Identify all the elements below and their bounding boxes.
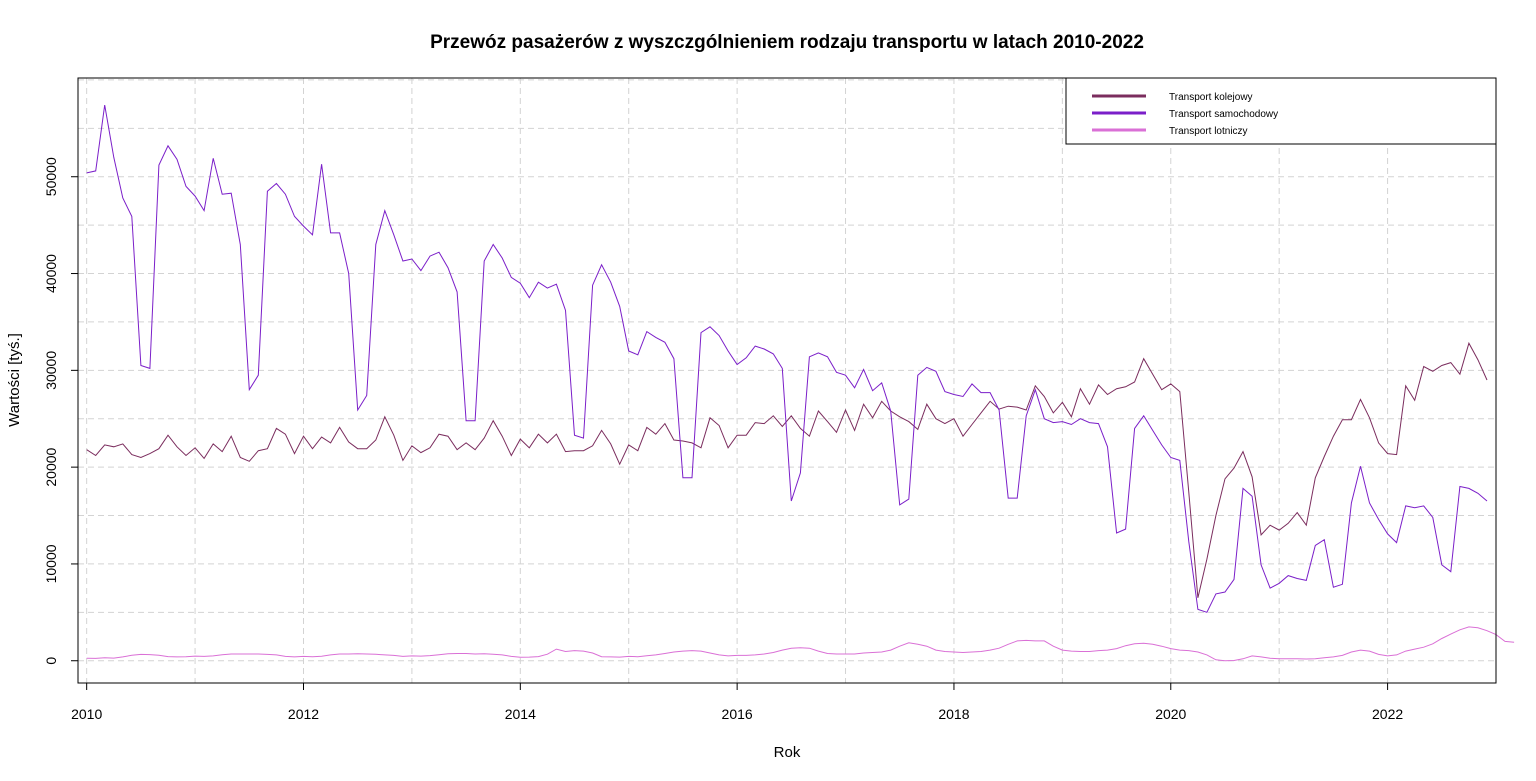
legend-box: [1065, 77, 1497, 145]
series-lines: [86, 105, 1515, 662]
x-tick-label: 2018: [938, 706, 969, 722]
x-tick-label: 2022: [1372, 706, 1403, 722]
y-tick-label: 50000: [43, 157, 59, 196]
series-line-3: [86, 626, 1515, 662]
y-tick-label: 40000: [43, 254, 59, 293]
series-line-1: [86, 341, 1488, 598]
x-tick-label: 2012: [288, 706, 319, 722]
series-line-2: [86, 105, 1488, 613]
x-tick-label: 2010: [71, 706, 102, 722]
y-axis-label: Wartości [tyś.]: [6, 333, 23, 427]
legend-label: Transport lotniczy: [1169, 126, 1248, 137]
legend: Transport kolejowy Transport samochodowy T…: [1065, 77, 1497, 145]
x-tick-label: 2014: [505, 706, 536, 722]
x-tick-label: 2020: [1155, 706, 1186, 722]
chart-title: Przewóz pasażerów z wyszczgólnieniem rod…: [430, 32, 1144, 53]
x-axis-label: Rok: [774, 744, 801, 761]
y-tick-label: 10000: [43, 544, 59, 583]
y-tick-label: 20000: [43, 447, 59, 486]
legend-label: Transport samochodowy: [1169, 109, 1278, 120]
y-tick-label: 0: [43, 657, 59, 665]
x-tick-label: 2016: [722, 706, 753, 722]
axes: 2010 2012 2014 2016 2018 2020 2022 0 10000 20000 3…: [43, 157, 1403, 722]
y-tick-label: 30000: [43, 351, 59, 390]
legend-label: Transport kolejowy: [1169, 92, 1253, 103]
